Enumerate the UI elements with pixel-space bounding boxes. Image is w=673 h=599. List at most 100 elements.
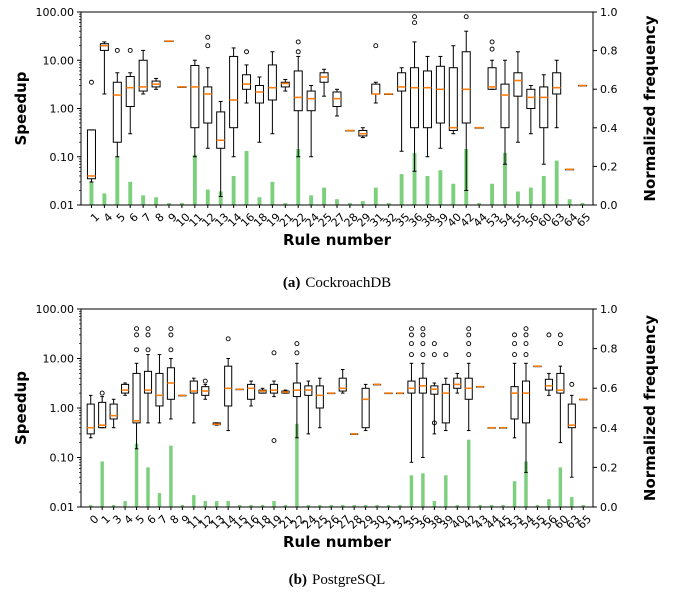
box-plot: [526, 84, 536, 135]
box-plot: [371, 43, 381, 104]
frequency-bar: [306, 505, 311, 507]
outlier-point: [409, 341, 414, 347]
frequency-bar: [141, 195, 146, 205]
y-tick-label: 1.00: [50, 103, 75, 116]
outlier-point: [114, 47, 120, 53]
box-iqr: [338, 377, 347, 392]
box-plot: [216, 100, 226, 198]
box-plot: [151, 77, 161, 90]
y2-tick-label: 0.6: [600, 382, 618, 395]
box-plot: [327, 392, 336, 395]
box-plot: [99, 41, 109, 95]
outlier-point: [546, 332, 552, 338]
frequency-bar: [167, 203, 171, 205]
box-plot: [132, 326, 141, 450]
caption-text: PostgreSQL: [312, 572, 385, 588]
box-plot: [121, 382, 130, 396]
outlier-point: [523, 326, 529, 332]
frequency-bar: [398, 505, 402, 507]
outlier-point: [134, 326, 139, 332]
box-plot: [544, 332, 553, 396]
box-plot: [338, 368, 347, 394]
outlier-point: [557, 332, 563, 338]
y2-tick-label: 0.0: [600, 501, 618, 514]
frequency-bar: [272, 501, 276, 507]
frequency-bar: [192, 154, 197, 205]
y2-tick-label: 0.6: [600, 83, 618, 96]
outlier-point: [420, 326, 426, 332]
box-plot: [567, 381, 576, 478]
frequency-bar: [567, 199, 572, 205]
box-iqr: [306, 90, 316, 112]
frequency-bar: [409, 475, 414, 507]
x-tick-label: 65: [575, 513, 594, 532]
x-tick-label: 4: [101, 211, 115, 225]
frequency-bar: [451, 183, 456, 205]
outlier-point: [569, 381, 575, 387]
frequency-bar: [231, 176, 236, 205]
frequency-bar: [554, 160, 559, 205]
box-iqr: [203, 86, 213, 124]
box-plot: [513, 51, 523, 143]
box-plot: [435, 55, 445, 149]
outlier-point: [127, 47, 133, 53]
frequency-bar: [503, 152, 507, 205]
box-iqr: [98, 401, 107, 429]
frequency-bar: [180, 505, 185, 507]
box-iqr: [224, 365, 233, 407]
box-plot: [281, 389, 290, 394]
frequency-bar: [399, 174, 404, 205]
box-iqr: [461, 51, 471, 124]
box-plot: [254, 76, 264, 143]
box-iqr: [410, 67, 420, 129]
box-plot: [190, 59, 200, 158]
frequency-bar: [347, 203, 352, 205]
y2-axis-label: Normalized frequency: [641, 15, 659, 201]
box-plot: [476, 385, 485, 388]
frequency-bar: [226, 501, 230, 507]
box-plot: [552, 59, 562, 129]
box-plot: [166, 326, 175, 420]
box-plot: [292, 341, 301, 439]
outlier-point: [373, 43, 379, 49]
box-iqr: [143, 370, 153, 394]
box-plot: [533, 365, 542, 368]
frequency-bar: [192, 495, 196, 507]
y-tick-label: 0.01: [50, 199, 75, 212]
box-iqr: [361, 387, 370, 429]
box-iqr: [216, 111, 226, 149]
frequency-bar: [352, 505, 356, 507]
frequency-bar: [386, 203, 391, 205]
box-iqr: [138, 59, 148, 92]
outlier-point: [205, 34, 211, 40]
outlier-point: [202, 378, 208, 384]
box-iqr: [267, 64, 277, 101]
frequency-bar: [215, 501, 219, 507]
frequency-bar: [444, 475, 448, 507]
box-iqr: [315, 385, 324, 409]
outlier-point: [431, 420, 437, 426]
box-plot: [565, 168, 575, 171]
y2-tick-label: 0.8: [600, 343, 618, 356]
box-plot: [86, 394, 95, 439]
frequency-bar: [581, 505, 585, 507]
frequency-bar: [329, 505, 333, 507]
box-plot: [201, 378, 210, 400]
outlier-point: [523, 332, 529, 338]
box-iqr: [254, 84, 264, 104]
outlier-point: [145, 332, 151, 338]
box-iqr: [155, 372, 164, 407]
frequency-bar: [89, 181, 94, 205]
y2-tick-label: 0.2: [600, 461, 618, 474]
frequency-bar: [270, 181, 275, 205]
box-iqr: [99, 43, 109, 51]
box-iqr: [487, 67, 497, 90]
frequency-bar: [547, 499, 551, 507]
outlier-point: [134, 347, 139, 353]
frequency-bar: [179, 203, 184, 205]
box-plot: [235, 388, 244, 391]
frequency-bar: [146, 467, 150, 507]
outlier-point: [295, 49, 301, 55]
box-plot: [384, 392, 393, 395]
frequency-bar: [386, 505, 391, 507]
